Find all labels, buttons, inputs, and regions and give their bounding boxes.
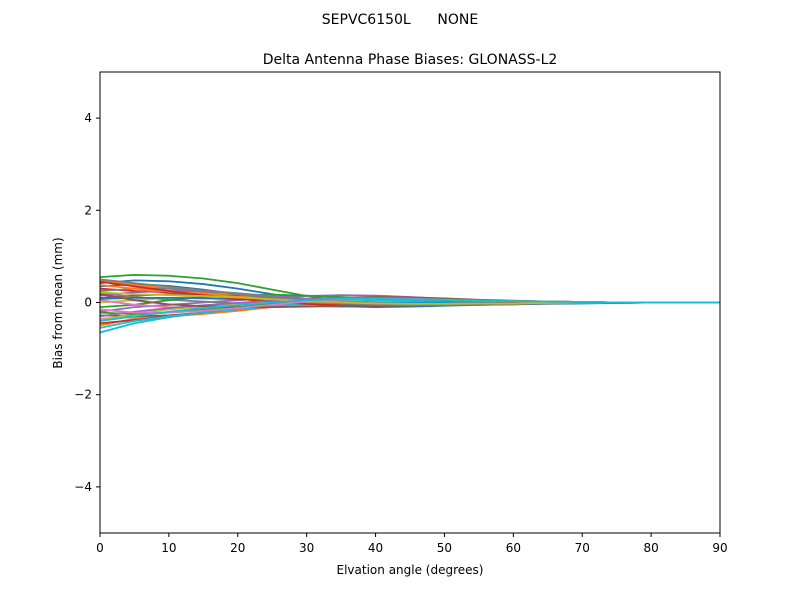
y-tick-label: 2	[84, 203, 92, 217]
x-tick-label: 60	[506, 541, 521, 555]
y-tick-label: 0	[84, 296, 92, 310]
y-axis-label: Bias from mean (mm)	[51, 237, 65, 368]
series-layer	[100, 273, 720, 334]
chart-title: Delta Antenna Phase Biases: GLONASS-L2	[263, 52, 558, 68]
x-tick-label: 40	[368, 541, 383, 555]
x-tick-label: 20	[230, 541, 245, 555]
x-axis: 0 10 20 30 40 50 60 70 80 90	[96, 533, 728, 555]
series-line-30	[100, 297, 720, 322]
figure-suptitle: SEPVC6150L NONE	[322, 12, 478, 28]
x-tick-label: 70	[575, 541, 590, 555]
x-tick-label: 10	[161, 541, 176, 555]
y-tick-label: 4	[84, 111, 92, 125]
y-tick-label: −2	[74, 388, 92, 402]
y-axis: −4 −2 0 2 4	[74, 111, 100, 494]
y-tick-label: −4	[74, 480, 92, 494]
x-tick-label: 90	[712, 541, 727, 555]
x-tick-label: 50	[437, 541, 452, 555]
x-tick-label: 0	[96, 541, 104, 555]
x-axis-label: Elvation angle (degrees)	[337, 563, 484, 577]
x-tick-label: 30	[299, 541, 314, 555]
x-tick-label: 80	[643, 541, 658, 555]
